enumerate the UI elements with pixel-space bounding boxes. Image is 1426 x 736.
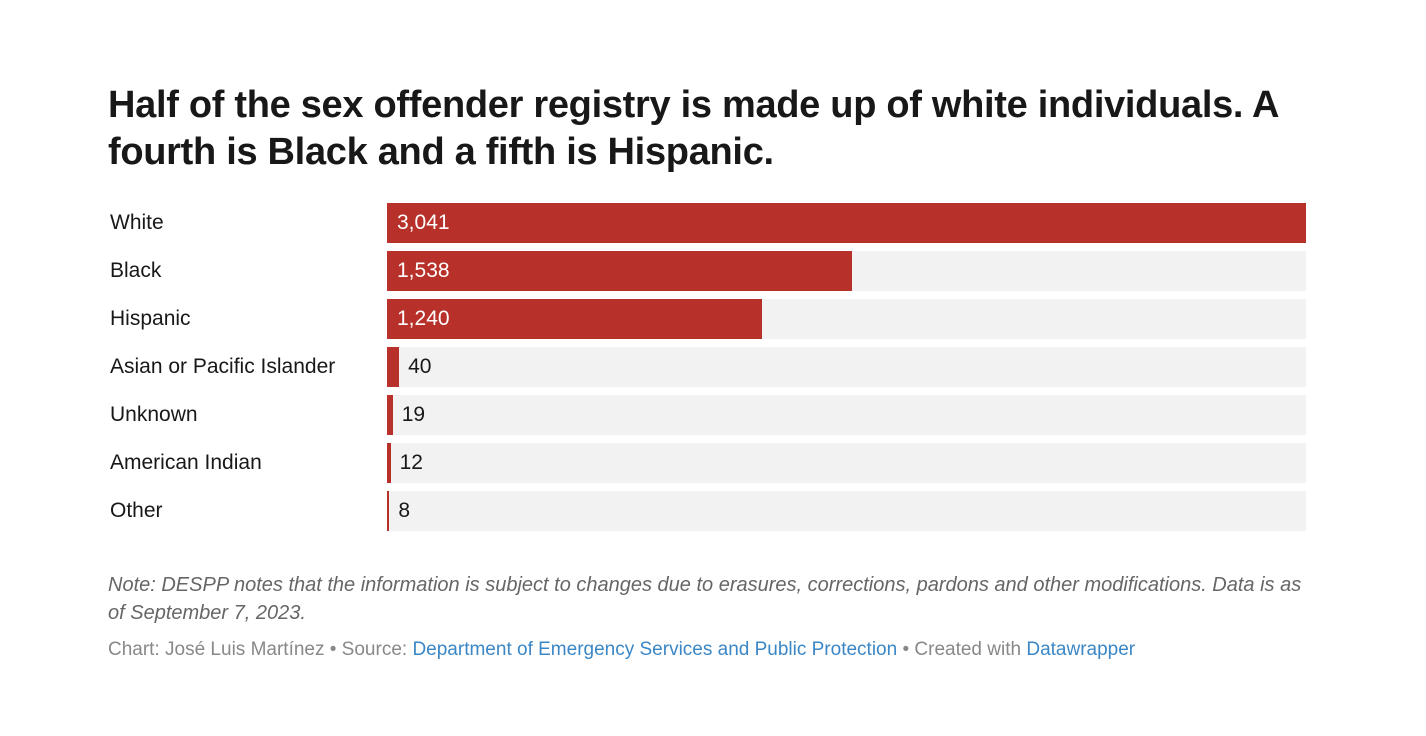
bar	[387, 203, 1306, 243]
bar	[387, 491, 390, 531]
bar-track: 3,041	[387, 203, 1306, 243]
bar	[387, 395, 393, 435]
bar-row: Black 1,538	[0, 251, 1426, 291]
category-label: Asian or Pacific Islander	[110, 355, 336, 378]
category-label: Other	[110, 499, 163, 522]
value-label: 3,041	[397, 211, 450, 234]
value-label: 40	[408, 355, 432, 378]
datawrapper-link[interactable]: Datawrapper	[1026, 639, 1136, 660]
bar-row: White 3,041	[0, 203, 1426, 243]
value-label: 1,538	[397, 259, 450, 282]
bar	[387, 347, 400, 387]
bar-row: Hispanic 1,240	[0, 299, 1426, 339]
bar-track: 40	[387, 347, 1306, 387]
bar-track: 19	[387, 395, 1306, 435]
category-label: White	[110, 211, 164, 234]
value-label: 12	[399, 451, 423, 474]
source-link[interactable]: Department of Emergency Services and Pub…	[412, 639, 898, 660]
bar-row: Unknown 19	[0, 395, 1426, 435]
chart-note: Note: DESPP notes that the information i…	[108, 574, 1302, 624]
bar-row: American Indian 12	[0, 443, 1426, 483]
bar	[387, 251, 852, 291]
bar-track: 8	[387, 491, 1306, 531]
category-label: American Indian	[110, 451, 262, 474]
bar-row: Asian or Pacific Islander 40	[0, 347, 1426, 387]
bar-track: 1,538	[387, 251, 1306, 291]
created-with: • Created with	[897, 639, 1027, 660]
bar-track: 1,240	[387, 299, 1306, 339]
bar-row: Other 8	[0, 491, 1426, 531]
byline: Chart: José Luis Martínez • Source:	[108, 639, 413, 660]
chart-footer: Chart: José Luis Martínez • Source: Depa…	[108, 637, 1135, 663]
category-label: Hispanic	[110, 307, 191, 330]
value-label: 1,240	[397, 307, 450, 330]
chart-title: Half of the sex offender registry is mad…	[108, 84, 1278, 173]
bar-track: 12	[387, 443, 1306, 483]
value-label: 8	[398, 499, 411, 522]
category-label: Unknown	[110, 403, 198, 426]
bar	[387, 443, 391, 483]
value-label: 19	[401, 403, 426, 426]
bar	[387, 299, 762, 339]
category-label: Black	[110, 259, 162, 282]
